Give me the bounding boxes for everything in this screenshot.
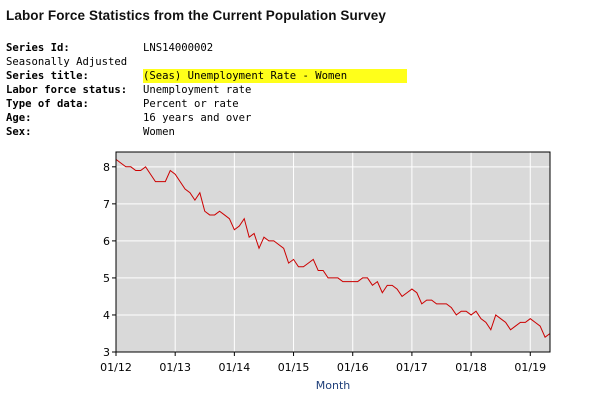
x-tick-label: 01/18 xyxy=(455,361,487,374)
x-tick-label: 01/17 xyxy=(396,361,428,374)
type-of-data-label: Type of data: xyxy=(6,98,89,110)
type-of-data-value: Percent or rate xyxy=(143,98,239,110)
labor-force-status-value: Unemployment rate xyxy=(143,84,252,96)
series-line xyxy=(115,159,551,338)
age-label: Age: xyxy=(6,112,32,124)
y-tick-label: 4 xyxy=(103,309,110,322)
axis-ticks: 3 4 5 6 7 8 01/12 01/13 01/14 01/15 01/16 01/17 01/1… xyxy=(100,161,546,374)
y-tick-label: 8 xyxy=(103,161,110,174)
y-tick-label: 3 xyxy=(103,346,110,359)
plot-frame xyxy=(115,151,551,353)
age-value: 16 years and over xyxy=(143,112,252,124)
y-tick-label: 7 xyxy=(103,198,110,211)
page-title: Labor Force Statistics from the Current … xyxy=(6,8,387,23)
x-tick-label: 01/14 xyxy=(219,361,251,374)
x-tick-label: 01/16 xyxy=(337,361,369,374)
x-tick-label: 01/12 xyxy=(100,361,132,374)
adjustment-label: Seasonally Adjusted xyxy=(6,56,128,68)
y-tick-label: 5 xyxy=(103,272,110,285)
x-tick-label: 01/19 xyxy=(514,361,546,374)
x-tick-label: 01/15 xyxy=(278,361,310,374)
x-axis-label: Month xyxy=(316,379,351,392)
series-id-label: Series Id: xyxy=(6,42,70,54)
unemployment-line-chart: 3 4 5 6 7 8 01/12 01/13 01/14 01/15 01/16 01/17 01/1… xyxy=(100,151,551,392)
series-title-value: (Seas) Unemployment Rate - Women xyxy=(143,69,408,83)
series-id-value: LNS14000002 xyxy=(143,42,214,54)
sex-label: Sex: xyxy=(6,126,32,138)
series-title-label: Series title: xyxy=(6,70,89,82)
sex-value: Women xyxy=(143,126,175,138)
labor-force-status-label: Labor force status: xyxy=(6,84,128,96)
x-tick-label: 01/13 xyxy=(159,361,191,374)
plot-area xyxy=(116,152,550,352)
y-tick-label: 6 xyxy=(103,235,110,248)
